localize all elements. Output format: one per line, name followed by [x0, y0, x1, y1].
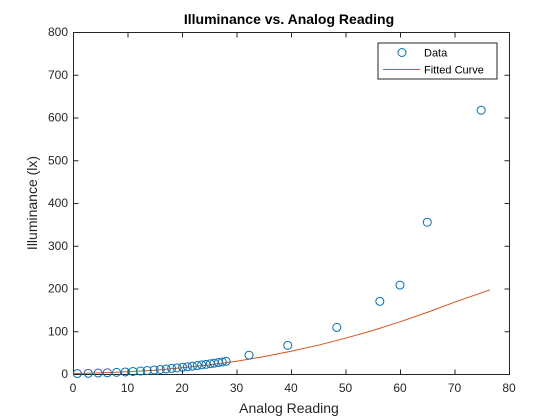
x-axis-label: Analog Reading — [239, 400, 339, 416]
y-tick-label: 0 — [61, 367, 68, 381]
data-point — [476, 105, 486, 115]
data-point — [155, 364, 165, 374]
data-point — [102, 368, 112, 378]
data-point — [422, 217, 432, 227]
y-tick-label: 100 — [48, 324, 68, 338]
x-tick-label: 50 — [339, 381, 353, 395]
legend-label-data: Data — [424, 48, 448, 60]
plot-area: 0 10 20 30 40 50 60 70 8001002003004005006007008… — [48, 25, 516, 395]
x-tick-label: 40 — [284, 381, 298, 395]
data-point — [172, 363, 182, 373]
y-tick-label: 700 — [48, 68, 68, 82]
data-point — [178, 362, 188, 372]
x-tick-label: 30 — [230, 381, 244, 395]
data-point — [197, 360, 207, 370]
x-tick-label: 20 — [175, 381, 189, 395]
data-point — [187, 361, 197, 371]
legend-label-fitted-curve: Fitted Curve — [424, 65, 484, 77]
data-point — [136, 366, 146, 376]
x-tick-label: 60 — [393, 381, 407, 395]
data-point — [182, 362, 192, 372]
x-tick-label: 80 — [502, 381, 516, 395]
y-tick-label: 800 — [48, 25, 68, 39]
data-point — [167, 363, 177, 373]
y-tick-label: 600 — [48, 111, 68, 125]
data-point — [93, 368, 103, 378]
data-point — [217, 357, 227, 367]
legend-marker-data — [397, 48, 407, 57]
y-tick-label: 400 — [48, 196, 68, 210]
data-point — [375, 296, 385, 306]
data-point — [149, 365, 159, 375]
y-tick-label: 500 — [48, 153, 68, 167]
data-point — [221, 356, 231, 366]
data-point — [142, 365, 152, 375]
x-tick-label: 70 — [448, 381, 462, 395]
data-point — [112, 367, 122, 377]
y-tick-label: 300 — [48, 239, 68, 253]
data-point — [332, 322, 342, 332]
data-point — [192, 361, 202, 371]
data-point — [395, 280, 405, 290]
data-point — [283, 340, 293, 350]
y-axis-label: Illuminance (lx) — [24, 156, 40, 250]
x-tick-label: 10 — [121, 381, 135, 395]
axes-box — [73, 32, 510, 375]
legend-box — [377, 42, 498, 80]
chart-title: Illuminance vs. Analog Reading — [184, 11, 394, 27]
data-point — [83, 368, 93, 378]
data-point — [161, 364, 171, 374]
fitted-curve-line — [72, 289, 491, 375]
x-tick-label: 0 — [70, 381, 77, 395]
y-tick-label: 200 — [48, 282, 68, 296]
data-point — [244, 350, 254, 360]
legend: Data Fitted Curve — [377, 42, 498, 80]
data-point — [72, 369, 82, 379]
